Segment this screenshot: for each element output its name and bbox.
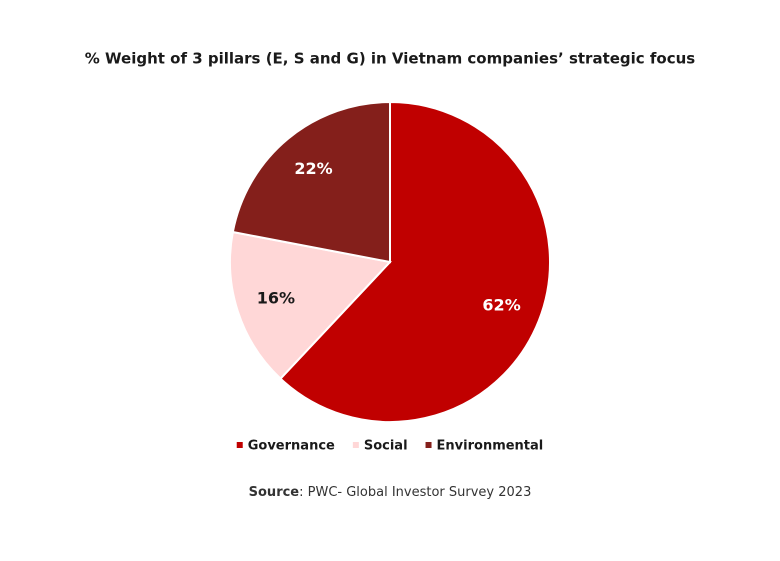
legend: Governance Social Environmental bbox=[236, 439, 544, 454]
source-text: : PWC- Global Investor Survey 2023 bbox=[299, 485, 531, 500]
legend-item: Social bbox=[352, 439, 408, 454]
legend-swatch bbox=[352, 442, 359, 448]
pie: 62% 16% 22% bbox=[229, 100, 551, 423]
source: Source: PWC- Global Investor Survey 2023 bbox=[249, 485, 532, 500]
data-label: 62% bbox=[482, 296, 520, 315]
legend-label: Governance bbox=[248, 439, 335, 454]
legend-label: Social bbox=[364, 439, 408, 454]
pie-slice bbox=[231, 100, 391, 264]
data-label: 16% bbox=[257, 289, 295, 308]
pie-slice bbox=[229, 230, 392, 381]
legend-swatch bbox=[236, 442, 243, 448]
legend-item: Governance bbox=[236, 439, 335, 454]
source-label: Source bbox=[249, 485, 300, 500]
legend-swatch bbox=[425, 442, 432, 448]
data-label: 22% bbox=[294, 159, 332, 178]
pie-slice bbox=[279, 100, 551, 423]
chart-title: % Weight of 3 pillars (E, S and G) in Vi… bbox=[85, 50, 696, 68]
legend-item: Environmental bbox=[425, 439, 544, 454]
legend-label: Environmental bbox=[437, 439, 544, 454]
